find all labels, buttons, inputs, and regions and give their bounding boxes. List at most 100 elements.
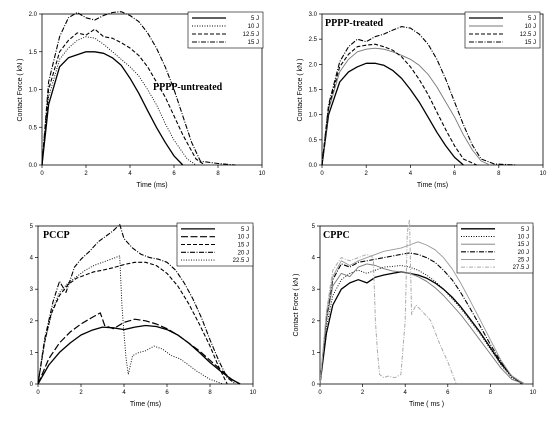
legend-label: 15 J — [525, 40, 536, 46]
y-tick-label: 2 — [312, 319, 316, 325]
series-line-3 — [37, 261, 228, 385]
y-tick-label: 5 — [312, 224, 316, 230]
x-tick-label: 8 — [497, 171, 501, 177]
y-tick-label: 5 — [30, 224, 34, 230]
legend-label: 10 J — [525, 24, 536, 30]
x-tick-label: 4 — [404, 390, 408, 396]
x-tick-label: 2 — [84, 171, 88, 177]
x-tick-label: 10 — [259, 171, 266, 177]
series-line-4 — [319, 252, 525, 385]
legend-label: 12.5 J — [243, 32, 259, 38]
x-tick-label: 0 — [36, 390, 40, 396]
x-tick-label: 10 — [530, 390, 537, 396]
x-tick-label: 4 — [409, 171, 413, 177]
y-axis-label: Contact Force ( kN ) — [17, 58, 24, 121]
legend-label: 15 J — [238, 243, 249, 249]
legend-label: 27.5 J — [513, 265, 529, 271]
series-line-1 — [319, 271, 523, 385]
y-tick-label: 3 — [30, 287, 34, 293]
panel-title: CPPC — [323, 230, 350, 241]
series-line-1 — [321, 62, 464, 166]
legend: 5 J 10 J 12.5 J 15 J — [187, 11, 264, 49]
legend-label: 10 J — [238, 235, 249, 241]
y-tick-label: 1 — [30, 350, 34, 356]
series-line-6 — [319, 219, 457, 385]
series-line-5 — [319, 241, 525, 385]
series-line-3 — [321, 43, 477, 166]
legend-label: 10 J — [518, 235, 529, 241]
panel-title: PPPP-untreated — [153, 82, 223, 93]
x-tick-label: 4 — [128, 171, 132, 177]
x-axis-label: Time (ms) — [130, 401, 161, 408]
y-tick-label: 2 — [30, 319, 34, 325]
series-line-3 — [319, 263, 525, 385]
x-tick-label: 2 — [365, 171, 369, 177]
legend-label: 20 J — [238, 250, 249, 256]
x-tick-label: 4 — [122, 390, 126, 396]
series-line-2 — [41, 36, 197, 166]
y-tick-label: 2.0 — [309, 62, 318, 68]
x-tick-label: 10 — [540, 171, 547, 177]
series-line-1 — [41, 51, 184, 166]
series-line-2 — [37, 312, 241, 385]
y-tick-label: 2.0 — [29, 12, 38, 18]
plot-frame — [319, 225, 534, 385]
x-tick-label: 6 — [453, 171, 457, 177]
legend: 5 J 10 J15 J 20 J 25 J27.5 J — [456, 222, 534, 274]
x-tick-label: 8 — [216, 171, 220, 177]
x-tick-label: 0 — [318, 390, 322, 396]
legend-label: 15 J — [248, 40, 259, 46]
y-tick-label: 2.5 — [309, 37, 318, 43]
legend-label: 5 J — [241, 227, 249, 233]
x-tick-label: 10 — [250, 390, 257, 396]
x-tick-label: 0 — [40, 171, 44, 177]
panel-title: PCCP — [43, 230, 70, 241]
series-line-1 — [37, 324, 241, 385]
x-tick-label: 0 — [320, 171, 324, 177]
chart-panel-2: 0 2 4 6 8 10 0.0 0.5 1.0 1.5 2.0 2.5 3.0 Time (ms) Con… — [297, 11, 547, 189]
x-tick-label: 6 — [172, 171, 176, 177]
series-line-3 — [41, 28, 206, 166]
x-axis-label: Time (ms) — [417, 182, 448, 189]
legend-label: 25 J — [518, 258, 529, 264]
legend-box — [456, 222, 534, 274]
y-tick-label: 0.5 — [29, 125, 38, 131]
y-tick-label: 4 — [312, 256, 316, 262]
y-tick-label: 0 — [312, 382, 316, 388]
y-tick-label: 1.5 — [309, 88, 318, 94]
x-tick-label: 2 — [361, 390, 365, 396]
x-tick-label: 8 — [208, 390, 212, 396]
y-tick-label: 0 — [30, 382, 34, 388]
y-tick-label: 3 — [312, 287, 316, 293]
x-axis-label: Time ( ms ) — [409, 401, 444, 408]
y-tick-label: 1 — [312, 350, 316, 356]
legend: 5 J 10 J 12.5 J 15 J — [464, 11, 541, 49]
y-tick-label: 1.0 — [29, 88, 38, 94]
chart-panel-1: 0 2 4 6 8 10 0.0 0.5 1.0 1.5 2.0 Time (ms) Contact F… — [17, 11, 266, 189]
x-tick-label: 2 — [79, 390, 83, 396]
legend-label: 15 J — [518, 242, 529, 248]
series-line-2 — [321, 47, 491, 166]
y-tick-label: 1.5 — [29, 50, 38, 56]
y-axis-label: Contact Force ( kN ) — [297, 58, 304, 121]
chart-panel-4: 0 2 4 6 8 10 0 1 2 3 4 5 Time ( ms ) Contact Force ( … — [293, 219, 537, 408]
legend-label: 12.5 J — [520, 32, 536, 38]
series-line-5 — [37, 255, 224, 385]
chart-panel-3: 0 2 4 6 8 10 0 1 2 3 4 5 Time (ms) PCCP 5 J 10 J 15 J20 … — [30, 222, 257, 408]
legend-label: 22.5 J — [233, 258, 249, 264]
series-line-4 — [37, 223, 237, 385]
x-tick-label: 6 — [446, 390, 450, 396]
y-tick-label: 0.0 — [29, 163, 38, 169]
x-tick-label: 6 — [165, 390, 169, 396]
legend-label: 5 J — [521, 227, 529, 233]
legend-label: 5 J — [528, 16, 536, 22]
x-axis-label: Time (ms) — [136, 182, 167, 189]
y-tick-label: 1.0 — [309, 113, 318, 119]
y-tick-label: 3.0 — [309, 12, 318, 18]
legend-label: 10 J — [248, 24, 259, 30]
legend-label: 20 J — [518, 250, 529, 256]
panel-title: PPPP-treated — [325, 18, 384, 29]
y-tick-label: 0.0 — [309, 163, 318, 169]
series-line-4 — [321, 26, 517, 166]
